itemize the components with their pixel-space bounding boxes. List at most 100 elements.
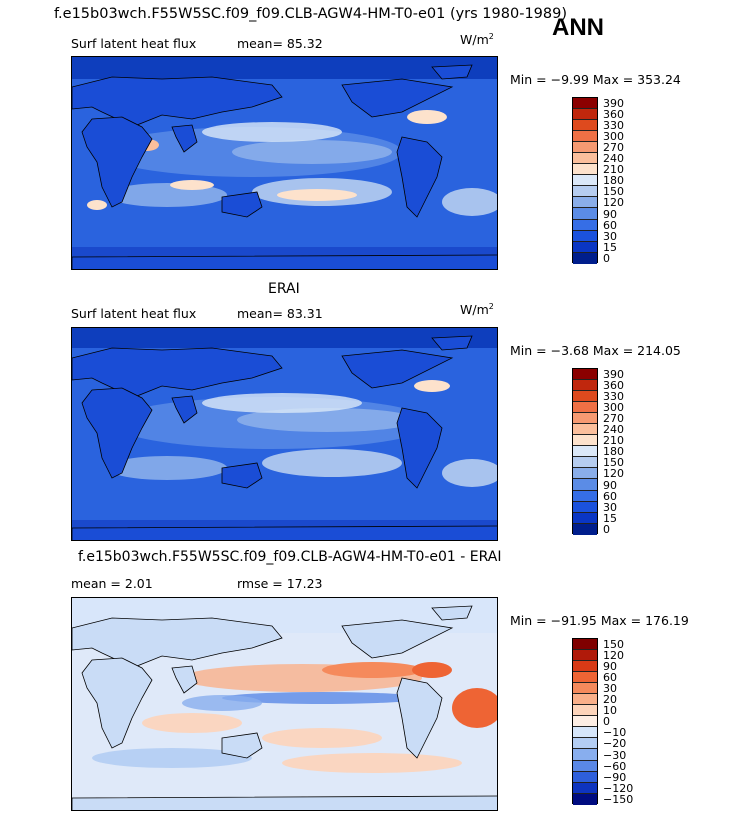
colorbar-swatch	[573, 380, 597, 392]
colorbar-tick-label: 210	[603, 434, 624, 448]
mean-label: mean= 85.32	[237, 36, 323, 51]
colorbar-swatch	[573, 435, 597, 447]
colorbar-swatch	[573, 208, 597, 220]
variable-label: Surf latent heat flux	[71, 306, 197, 321]
colorbar-swatch	[573, 424, 597, 436]
colorbar-swatch	[573, 501, 597, 513]
colorbar-tick-label: 10	[603, 704, 617, 718]
season-label: ANN	[552, 14, 604, 41]
colorbar-tick-label: 330	[603, 390, 624, 404]
colorbar-swatch	[573, 402, 597, 414]
colorbar-tick-label: 240	[603, 423, 624, 437]
minmax-label: Min = −9.99 Max = 353.24	[510, 72, 681, 87]
colorbar-tick-label: 60	[603, 218, 617, 232]
colorbar-tick-label: 120	[603, 649, 624, 663]
colorbar-swatch	[573, 230, 597, 242]
colorbar-tick-label: −150	[603, 792, 634, 806]
colorbar-tick-label: 15	[603, 240, 617, 254]
units-label: W/m2	[460, 32, 494, 48]
colorbar-swatch	[573, 219, 597, 231]
units-label: W/m2	[460, 302, 494, 318]
colorbar-swatch	[573, 164, 597, 176]
minmax-label: Min = −91.95 Max = 176.19	[510, 613, 689, 628]
rmse-label: rmse = 17.23	[237, 576, 323, 591]
colorbar-swatch	[573, 413, 597, 425]
colorbar-swatch	[573, 241, 597, 253]
colorbar-tick-label: 150	[603, 638, 624, 651]
colorbar-tick-label: 15	[603, 511, 617, 525]
colorbar-swatch	[573, 153, 597, 165]
colorbar-swatch	[573, 142, 597, 154]
colorbar-swatch	[573, 391, 597, 403]
colorbar	[572, 97, 598, 264]
variable-label: Surf latent heat flux	[71, 36, 197, 51]
colorbar-swatch	[573, 457, 597, 469]
colorbar-swatch	[573, 479, 597, 491]
colorbar-tick-label: 0	[603, 251, 610, 265]
mean-label: mean= 83.31	[237, 306, 323, 321]
colorbar-tick-label: 0	[603, 522, 610, 536]
colorbar-swatch	[573, 252, 597, 264]
colorbar-tick-label: 210	[603, 163, 624, 177]
colorbar	[572, 638, 598, 805]
colorbar-swatch	[573, 120, 597, 132]
colorbar-tick-label: 300	[603, 130, 624, 144]
colorbar-tick-label: −30	[603, 748, 627, 762]
colorbar-swatch	[573, 186, 597, 198]
colorbar-tick-label: −10	[603, 726, 627, 740]
colorbar-tick-label: 300	[603, 401, 624, 415]
colorbar-swatch	[573, 782, 597, 794]
page-title: f.e15b03wch.F55W5SC.f09_f09.CLB-AGW4-HM-…	[54, 6, 568, 22]
colorbar-tick-label: 90	[603, 660, 617, 674]
colorbar-tick-label: 90	[603, 207, 617, 221]
colorbar-tick-label: 180	[603, 174, 624, 188]
colorbar-swatch	[573, 749, 597, 761]
colorbar-tick-label: 30	[603, 500, 617, 514]
colorbar-swatch	[573, 98, 597, 110]
colorbar-swatch	[573, 661, 597, 673]
minmax-label: Min = −3.68 Max = 214.05	[510, 343, 681, 358]
colorbar-tick-label: 270	[603, 412, 624, 426]
colorbar-swatch	[573, 738, 597, 750]
colorbar-tick-label: 30	[603, 682, 617, 696]
colorbar-swatch	[573, 716, 597, 728]
colorbar-tick-label: 330	[603, 119, 624, 133]
panel-title: ERAI	[268, 281, 300, 297]
colorbar-tick-label: 0	[603, 715, 610, 729]
colorbar-swatch	[573, 727, 597, 739]
colorbar-tick-label: 150	[603, 456, 624, 470]
colorbar-swatch	[573, 468, 597, 480]
colorbar-tick-label: 360	[603, 379, 624, 393]
colorbar-swatch	[573, 639, 597, 651]
colorbar-tick-label: 390	[603, 97, 624, 110]
colorbar-swatch	[573, 672, 597, 684]
colorbar-swatch	[573, 694, 597, 706]
colorbar-swatch	[573, 512, 597, 524]
colorbar	[572, 368, 598, 535]
colorbar-tick-label: 60	[603, 489, 617, 503]
colorbar-swatch	[573, 175, 597, 187]
colorbar-swatch	[573, 771, 597, 783]
difference-map	[71, 597, 498, 811]
colorbar-tick-label: −60	[603, 759, 627, 773]
panel-title: f.e15b03wch.F55W5SC.f09_f09.CLB-AGW4-HM-…	[78, 549, 502, 565]
colorbar-tick-label: 390	[603, 368, 624, 381]
colorbar-tick-label: 150	[603, 185, 624, 199]
colorbar-tick-label: 120	[603, 196, 624, 210]
colorbar-tick-label: 60	[603, 671, 617, 685]
colorbar-tick-label: 120	[603, 467, 624, 481]
colorbar-swatch	[573, 523, 597, 535]
colorbar-tick-label: −120	[603, 781, 634, 795]
colorbar-swatch	[573, 760, 597, 772]
model-map	[71, 56, 498, 270]
colorbar-tick-label: 20	[603, 693, 617, 707]
colorbar-swatch	[573, 197, 597, 209]
colorbar-swatch	[573, 446, 597, 458]
colorbar-tick-label: 30	[603, 229, 617, 243]
colorbar-swatch	[573, 793, 597, 805]
mean-label: mean = 2.01	[71, 576, 153, 591]
colorbar-tick-label: 240	[603, 152, 624, 166]
colorbar-swatch	[573, 131, 597, 143]
colorbar-swatch	[573, 109, 597, 121]
colorbar-tick-label: 90	[603, 478, 617, 492]
